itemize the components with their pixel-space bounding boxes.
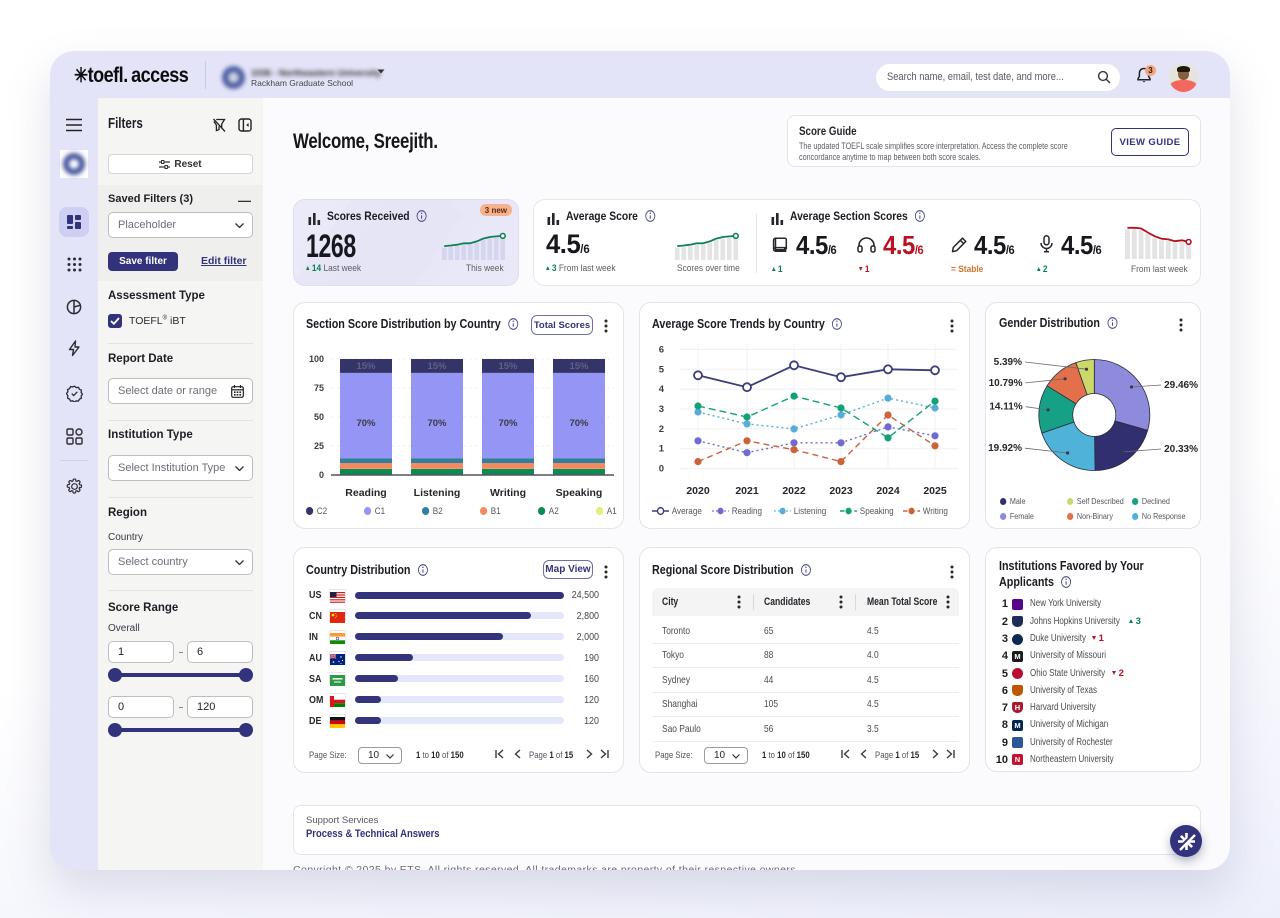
- svg-text:2020: 2020: [686, 485, 710, 497]
- svg-text:5: 5: [659, 364, 665, 375]
- svg-text:70%: 70%: [427, 418, 447, 429]
- svg-text:1: 1: [659, 444, 665, 455]
- svg-text:15%: 15%: [498, 361, 518, 372]
- svg-text:20.33%: 20.33%: [1164, 444, 1198, 455]
- svg-text:70%: 70%: [498, 418, 518, 429]
- svg-text:0: 0: [319, 470, 324, 480]
- svg-text:100: 100: [309, 354, 324, 364]
- svg-text:10.79%: 10.79%: [989, 378, 1023, 389]
- svg-text:2: 2: [659, 424, 664, 435]
- svg-text:2021: 2021: [735, 485, 759, 497]
- svg-text:5.39%: 5.39%: [994, 357, 1022, 368]
- svg-text:70%: 70%: [569, 418, 589, 429]
- svg-text:15%: 15%: [356, 361, 376, 372]
- svg-text:25: 25: [314, 441, 324, 451]
- svg-text:15%: 15%: [427, 361, 447, 372]
- svg-text:50: 50: [314, 412, 324, 422]
- svg-text:75: 75: [314, 383, 324, 393]
- svg-text:Listening: Listening: [414, 487, 461, 499]
- svg-text:70%: 70%: [356, 418, 376, 429]
- svg-text:Reading: Reading: [345, 487, 386, 499]
- svg-text:0: 0: [659, 464, 664, 475]
- svg-text:2023: 2023: [829, 485, 853, 497]
- svg-text:14.11%: 14.11%: [989, 402, 1022, 413]
- svg-text:29.46%: 29.46%: [1164, 380, 1198, 391]
- svg-text:Speaking: Speaking: [556, 487, 603, 499]
- svg-text:19.92%: 19.92%: [988, 443, 1022, 454]
- svg-text:2024: 2024: [876, 485, 900, 497]
- svg-text:3: 3: [659, 404, 664, 415]
- svg-text:2025: 2025: [923, 485, 947, 497]
- svg-text:4: 4: [659, 384, 665, 395]
- svg-text:15%: 15%: [569, 361, 589, 372]
- svg-text:6: 6: [659, 344, 664, 355]
- svg-text:Writing: Writing: [490, 487, 526, 499]
- svg-text:2022: 2022: [782, 485, 806, 497]
